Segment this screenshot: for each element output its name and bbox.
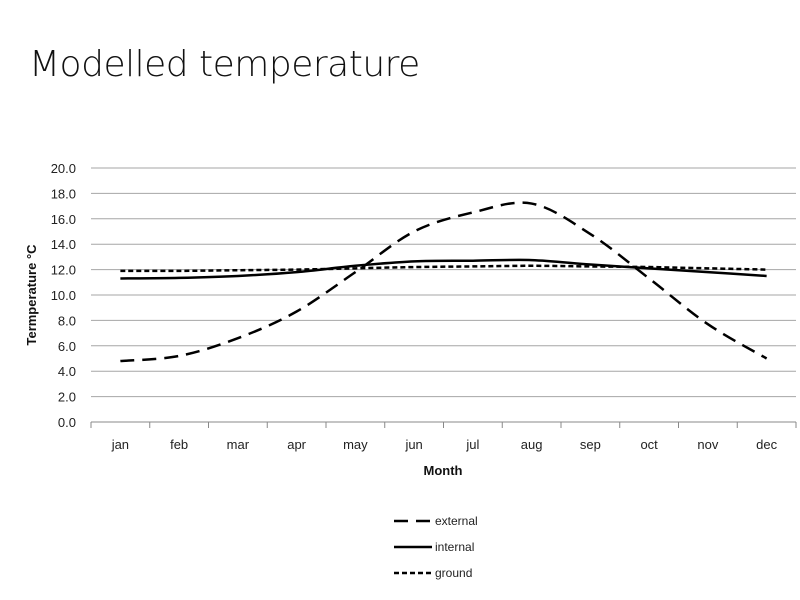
x-axis-label: Month [424,463,463,478]
y-tick-label: 16.0 [51,212,76,227]
series-line-external [120,201,768,363]
x-tick-label: may [343,437,368,452]
y-tick-label: 12.0 [51,263,76,278]
y-tick-label: 20.0 [51,161,76,176]
y-tick-label: 18.0 [51,186,76,201]
x-tick-label: oct [640,437,658,452]
x-tick-label: jan [111,437,129,452]
series-line-ground [120,264,767,273]
x-tick-label: nov [697,437,718,452]
x-tick-label: apr [287,437,306,452]
x-tick-label: jul [465,437,479,452]
y-tick-label: 2.0 [58,390,76,405]
x-tick-label: dec [756,437,777,452]
legend-label-ground: ground [435,566,472,580]
legend-label-internal: internal [435,540,474,554]
y-tick-label: 8.0 [58,313,76,328]
y-tick-label: 14.0 [51,237,76,252]
x-tick-label: mar [227,437,250,452]
y-tick-label: 4.0 [58,364,76,379]
y-tick-label: 0.0 [58,415,76,430]
y-axis-label: Termperature °C [24,244,39,346]
x-tick-label: sep [580,437,601,452]
x-tick-label: feb [170,437,188,452]
x-tick-label: aug [521,437,543,452]
legend-label-external: external [435,514,478,528]
chart-title: Modelled temperature [29,44,420,85]
x-tick-label: jun [404,437,422,452]
series-line-internal [120,258,767,280]
y-tick-label: 6.0 [58,339,76,354]
y-tick-label: 10.0 [51,288,76,303]
